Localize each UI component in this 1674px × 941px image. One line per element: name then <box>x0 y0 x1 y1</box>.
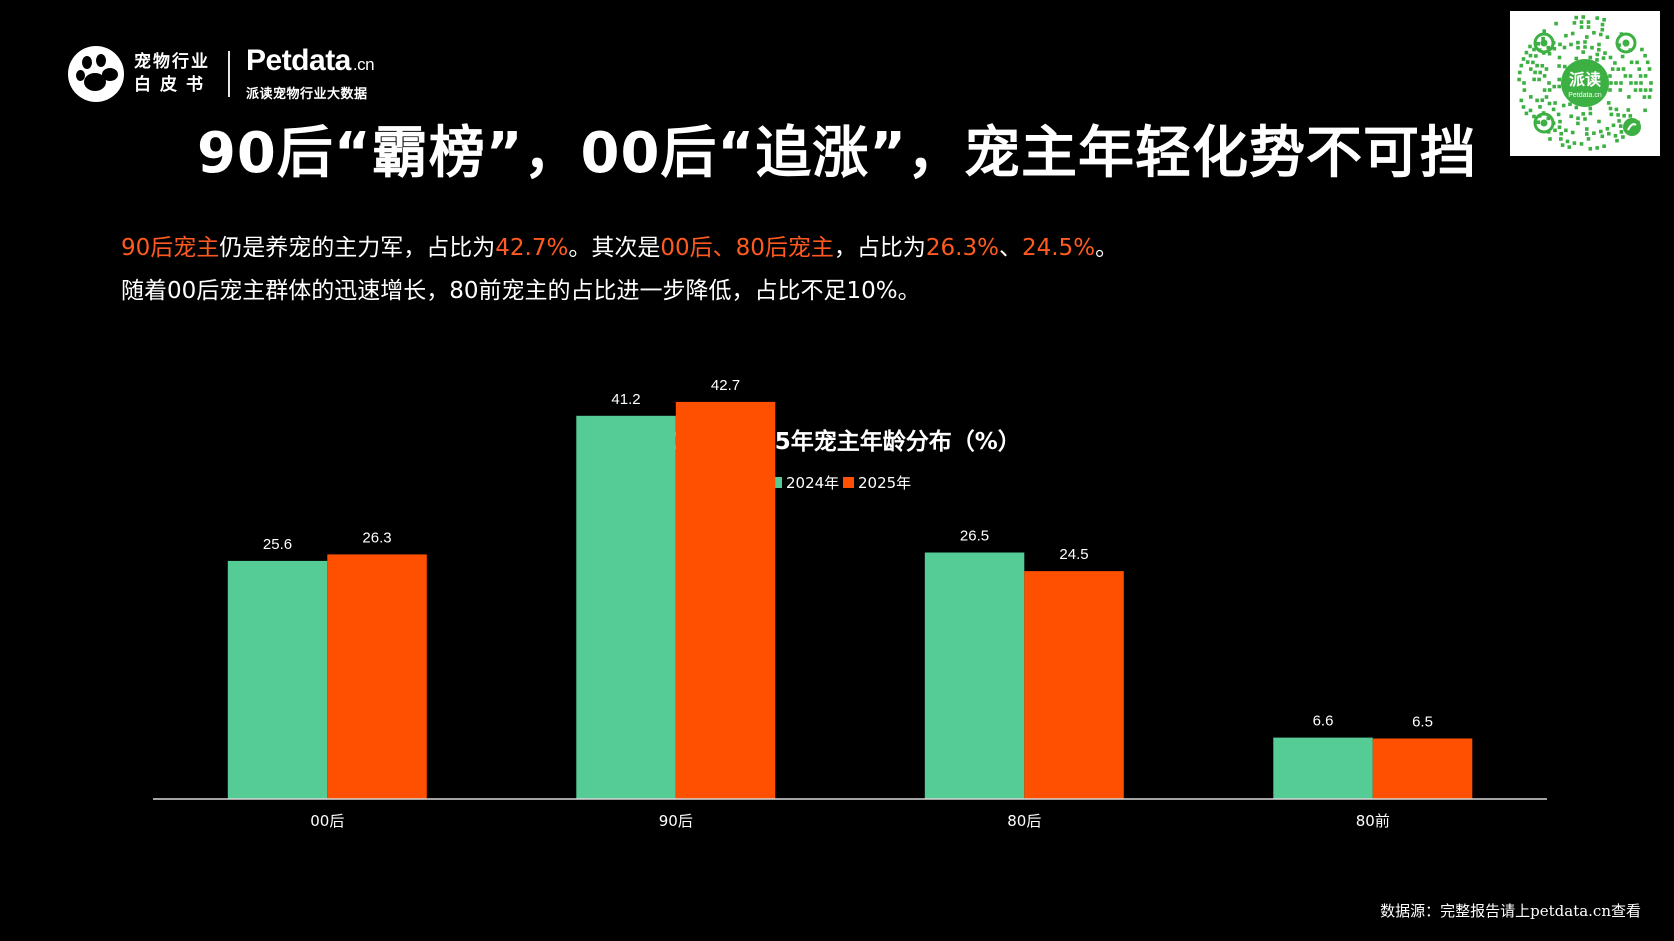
paw-logo-icon <box>68 46 124 102</box>
qr-code-icon: 派读 Petdata.cn <box>1517 15 1653 151</box>
brand-line2: 白皮书 <box>134 75 212 95</box>
category-label: 80前 <box>1356 812 1390 830</box>
category-label: 00后 <box>310 812 344 830</box>
brand-line1: 宠物行业 <box>134 52 210 72</box>
description-text: ，占比为 <box>833 235 926 261</box>
category-label: 90后 <box>659 812 693 830</box>
qr-label: 派读 <box>1569 70 1601 89</box>
petdata-subtitle: 派读宠物行业大数据 <box>246 87 368 102</box>
highlight-text: 42.7% <box>495 235 569 261</box>
qr-sublabel: Petdata.cn <box>1568 92 1602 99</box>
whitepaper-brand: 宠物行业 白皮书 <box>134 51 212 97</box>
legend-label: 2024年 <box>786 474 839 492</box>
mini-program-qr-code[interactable]: 派读 Petdata.cn <box>1510 11 1660 156</box>
highlight-text: 00后、80后宠主 <box>660 235 834 261</box>
petdata-wordmark: Petdata <box>246 44 351 77</box>
bar <box>1024 571 1124 799</box>
data-label: 42.7 <box>711 377 740 394</box>
legend-swatch <box>843 477 854 488</box>
bar <box>924 552 1025 799</box>
bar <box>1273 737 1373 799</box>
data-label: 41.2 <box>611 391 640 408</box>
data-label: 26.3 <box>362 529 391 546</box>
highlight-text: 26.3% <box>925 235 999 261</box>
description-line-1: 90后宠主仍是养宠的主力军，占比为42.7%。其次是00后、80后宠主，占比为2… <box>121 233 1118 263</box>
description-line-2: 随着00后宠主群体的迅速增长，80前宠主的占比进一步降低，占比不足10%。 <box>121 278 921 304</box>
description-text: 。 <box>1095 235 1119 261</box>
data-label: 24.5 <box>1059 546 1088 563</box>
logo-divider <box>228 51 230 97</box>
data-label: 25.6 <box>263 536 292 553</box>
bar <box>675 401 776 799</box>
data-label: 6.6 <box>1313 713 1334 730</box>
legend-swatch <box>771 477 782 488</box>
description-text: 仍是养宠的主力军，占比为 <box>219 235 496 261</box>
description-text: 、 <box>998 235 1022 261</box>
bar <box>327 554 427 799</box>
petdata-suffix: .cn <box>352 55 375 74</box>
page-title: 90后“霸榜”，00后“追涨”，宠主年轻化势不可挡 <box>196 121 1478 186</box>
data-label: 26.5 <box>960 528 989 545</box>
source-note: 数据源：完整报告请上petdata.cn查看 <box>1380 902 1641 920</box>
brand-logo: 宠物行业 白皮书 Petdata .cn 派读宠物行业大数据 <box>68 44 375 103</box>
category-label: 80后 <box>1007 812 1041 830</box>
description-text: 。其次是 <box>568 235 661 261</box>
bar <box>227 560 328 799</box>
highlight-text: 90后宠主 <box>121 235 220 261</box>
bar <box>1372 738 1473 799</box>
bar <box>576 415 676 799</box>
data-label: 6.5 <box>1412 714 1433 731</box>
petdata-brand: Petdata .cn 派读宠物行业大数据 <box>246 44 375 103</box>
highlight-text: 24.5% <box>1021 235 1096 261</box>
legend-label: 2025年 <box>858 474 911 492</box>
